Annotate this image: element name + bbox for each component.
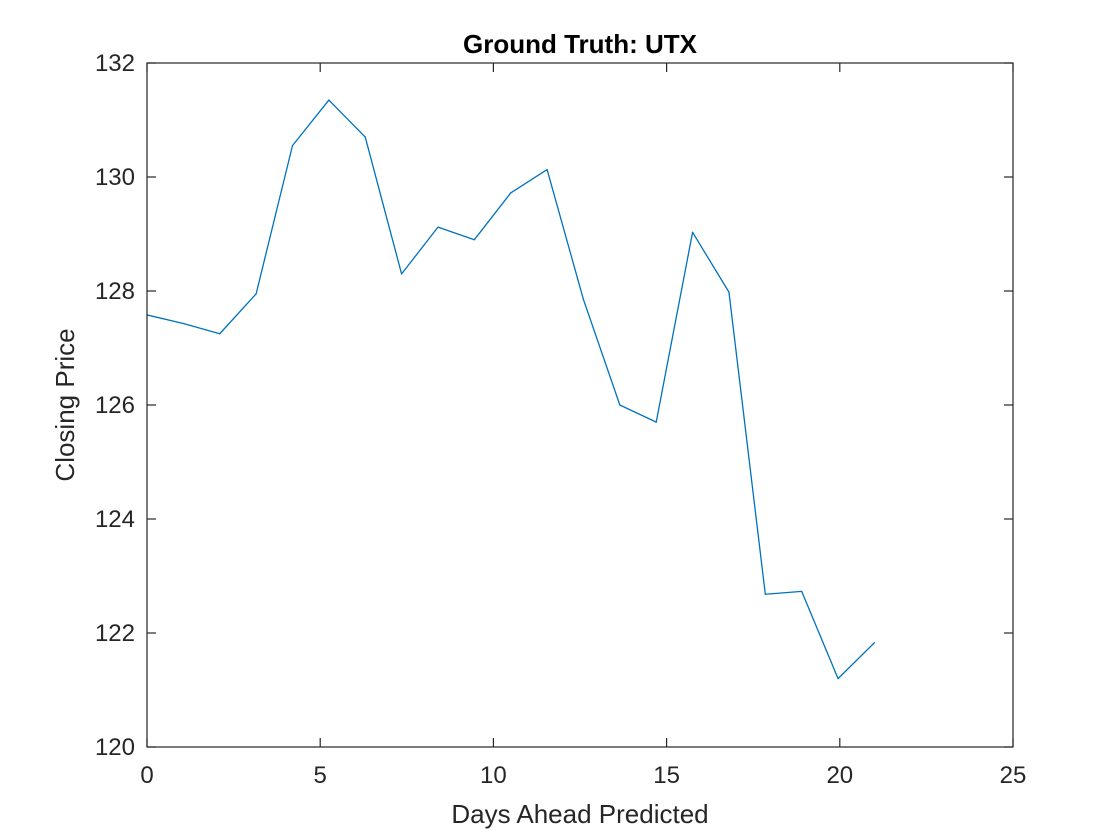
x-tick-label: 20: [826, 762, 853, 789]
data-point: [401, 273, 403, 275]
data-point: [837, 678, 839, 680]
data-point: [764, 593, 766, 595]
plot-frame: [146, 62, 1014, 748]
data-point: [655, 421, 657, 423]
data-point: [255, 293, 257, 295]
data-point: [364, 136, 366, 138]
y-tick-label: 126: [95, 392, 135, 419]
y-axis-title: Closing Price: [50, 328, 80, 481]
x-axis-ticks: 0 5 10 15 20 25: [140, 63, 1026, 789]
data-point: [219, 333, 221, 335]
data-point: [328, 99, 330, 101]
y-tick-label: 122: [95, 620, 135, 647]
chart-title: Ground Truth: UTX: [463, 29, 698, 59]
x-tick-label: 10: [480, 762, 507, 789]
y-tick-label: 132: [95, 50, 135, 77]
y-axis-ticks: 120 122 124 126 128 130 132: [95, 50, 1013, 761]
y-tick-label: 128: [95, 278, 135, 305]
plot-area: [147, 63, 1013, 747]
data-point: [182, 322, 184, 325]
data-point: [437, 226, 439, 228]
data-point: [582, 298, 585, 301]
data-point: [510, 192, 512, 194]
data-point: [691, 231, 694, 233]
x-tick-label: 25: [1000, 762, 1027, 789]
data-point: [546, 168, 548, 171]
data-point: [873, 642, 876, 644]
data-point: [619, 404, 621, 406]
data-point: [728, 291, 730, 293]
y-tick-label: 124: [95, 506, 135, 533]
data-point: [291, 145, 294, 147]
x-tick-label: 5: [314, 762, 327, 789]
data-point: [473, 239, 475, 241]
x-tick-label: 15: [653, 762, 680, 789]
series-layer: [146, 99, 876, 680]
y-tick-label: 120: [95, 734, 135, 761]
x-axis-title: Days Ahead Predicted: [451, 799, 708, 829]
x-tick-label: 0: [140, 762, 153, 789]
y-tick-label: 130: [95, 164, 135, 191]
data-point: [801, 590, 803, 592]
